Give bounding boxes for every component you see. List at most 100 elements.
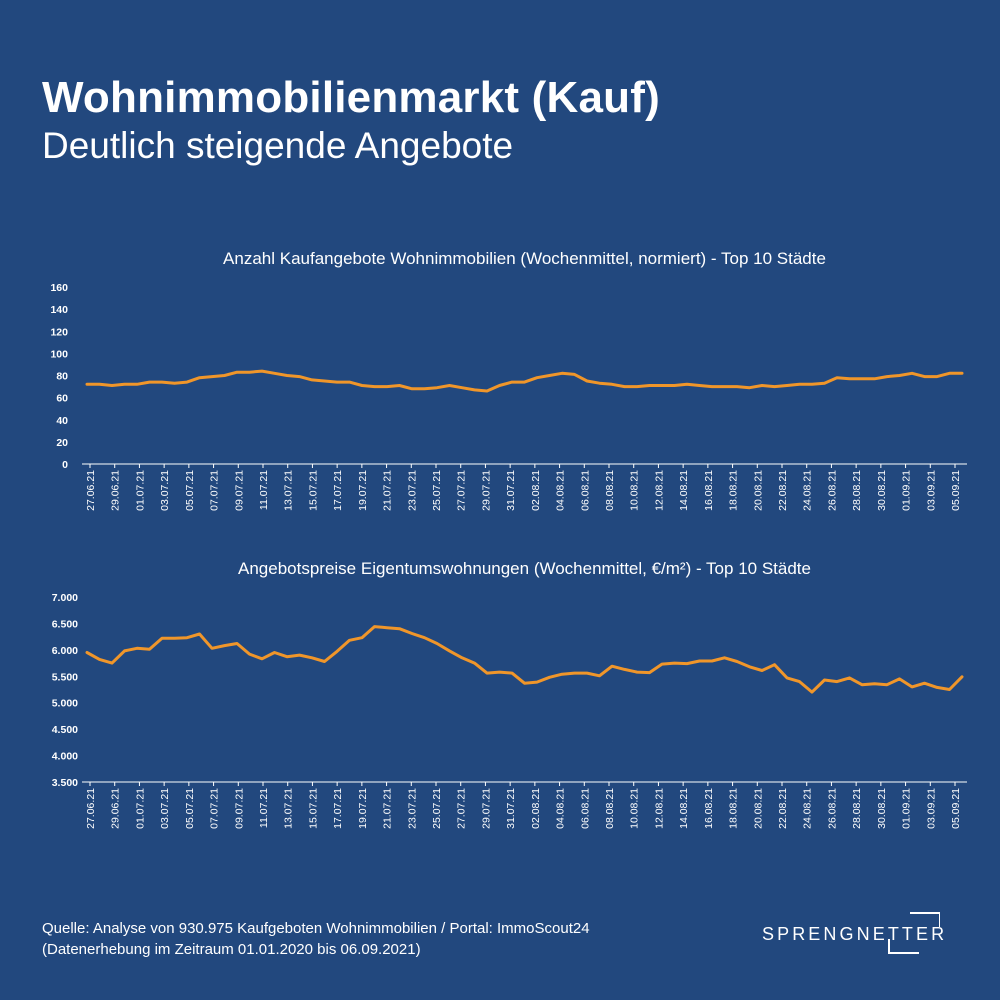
x-tick-label: 31.07.21 — [505, 470, 517, 511]
x-tick-label: 23.07.21 — [406, 470, 418, 511]
chart-title: Anzahl Kaufangebote Wohnimmobilien (Woch… — [223, 249, 826, 268]
x-tick-label: 07.07.21 — [209, 788, 221, 829]
x-tick-label: 01.07.21 — [134, 788, 146, 829]
x-tick-label: 12.08.21 — [653, 470, 665, 511]
x-tick-label: 22.08.21 — [777, 470, 789, 511]
x-tick-label: 02.08.21 — [530, 470, 542, 511]
y-tick-label: 5.000 — [52, 698, 78, 710]
x-tick-label: 17.07.21 — [332, 470, 344, 511]
x-tick-label: 06.08.21 — [579, 470, 591, 511]
x-tick-label: 10.08.21 — [629, 788, 641, 829]
x-tick-label: 20.08.21 — [752, 788, 764, 829]
x-tick-label: 29.06.21 — [110, 788, 122, 829]
x-tick-label: 03.07.21 — [159, 470, 171, 511]
page-subtitle: Deutlich steigende Angebote — [42, 125, 514, 166]
source-note: Quelle: Analyse von 930.975 Kaufgeboten … — [42, 918, 590, 960]
x-tick-label: 03.09.21 — [925, 470, 937, 511]
x-tick-label: 29.07.21 — [480, 788, 492, 829]
x-tick-label: 16.08.21 — [703, 788, 715, 829]
x-tick-label: 04.08.21 — [555, 470, 567, 511]
x-tick-label: 15.07.21 — [307, 788, 319, 829]
x-tick-label: 03.07.21 — [159, 788, 171, 829]
x-tick-label: 03.09.21 — [925, 788, 937, 829]
logo-text: SPRENGNETTER — [762, 924, 948, 944]
y-tick-label: 4.000 — [52, 751, 78, 763]
x-tick-label: 27.07.21 — [456, 470, 468, 511]
x-tick-label: 06.08.21 — [579, 788, 591, 829]
y-tick-label: 7.000 — [52, 592, 78, 604]
x-tick-label: 04.08.21 — [555, 788, 567, 829]
y-tick-label: 5.500 — [52, 671, 78, 683]
y-tick-label: 40 — [56, 415, 68, 427]
x-tick-label: 30.08.21 — [876, 470, 888, 511]
y-tick-label: 80 — [56, 371, 68, 383]
x-tick-label: 05.07.21 — [184, 788, 196, 829]
series-line — [85, 369, 964, 393]
x-tick-label: 20.08.21 — [752, 470, 764, 511]
y-tick-label: 20 — [56, 437, 68, 449]
y-tick-label: 0 — [62, 459, 68, 471]
x-tick-label: 09.07.21 — [233, 788, 245, 829]
y-tick-label: 120 — [50, 326, 68, 338]
chart-offer-count: Anzahl Kaufangebote Wohnimmobilien (Woch… — [50, 249, 967, 511]
x-tick-label: 27.07.21 — [456, 788, 468, 829]
x-tick-label: 21.07.21 — [382, 470, 394, 511]
x-tick-label: 22.08.21 — [777, 788, 789, 829]
x-tick-label: 26.08.21 — [826, 788, 838, 829]
page-title: Wohnimmobilienmarkt (Kauf) — [42, 73, 660, 122]
x-tick-label: 08.08.21 — [604, 788, 616, 829]
x-tick-label: 19.07.21 — [357, 788, 369, 829]
x-tick-label: 05.09.21 — [950, 788, 962, 829]
x-tick-label: 28.08.21 — [851, 470, 863, 511]
source-line-2: (Datenerhebung im Zeitraum 01.01.2020 bi… — [42, 941, 421, 958]
x-tick-label: 17.07.21 — [332, 788, 344, 829]
x-tick-label: 07.07.21 — [209, 470, 221, 511]
x-tick-label: 18.08.21 — [728, 470, 740, 511]
x-tick-label: 28.08.21 — [851, 788, 863, 829]
x-tick-label: 25.07.21 — [431, 788, 443, 829]
sprengnetter-logo: SPRENGNETTER — [762, 910, 944, 956]
y-tick-label: 140 — [50, 304, 68, 316]
x-tick-label: 25.07.21 — [431, 470, 443, 511]
x-tick-label: 02.08.21 — [530, 788, 542, 829]
y-tick-label: 60 — [56, 393, 68, 405]
x-tick-label: 01.09.21 — [901, 470, 913, 511]
x-tick-label: 16.08.21 — [703, 470, 715, 511]
x-tick-label: 01.07.21 — [134, 470, 146, 511]
x-tick-label: 24.08.21 — [802, 470, 814, 511]
y-tick-label: 3.500 — [52, 777, 78, 789]
bracket-logo-icon — [888, 912, 940, 954]
x-tick-label: 18.08.21 — [728, 788, 740, 829]
x-tick-label: 27.06.21 — [85, 470, 97, 511]
x-tick-label: 01.09.21 — [901, 788, 913, 829]
x-tick-label: 11.07.21 — [258, 470, 270, 510]
x-tick-label: 05.09.21 — [950, 470, 962, 511]
x-tick-label: 05.07.21 — [184, 470, 196, 511]
x-tick-label: 11.07.21 — [258, 788, 270, 828]
x-tick-label: 13.07.21 — [283, 470, 295, 511]
y-tick-label: 160 — [50, 282, 68, 294]
x-tick-label: 19.07.21 — [357, 470, 369, 511]
x-tick-label: 29.07.21 — [480, 470, 492, 511]
x-tick-label: 21.07.21 — [382, 788, 394, 829]
x-tick-label: 31.07.21 — [505, 788, 517, 829]
chart-offer-prices: Angebotspreise Eigentumswohnungen (Woche… — [52, 559, 967, 829]
x-tick-label: 14.08.21 — [678, 788, 690, 829]
x-tick-label: 12.08.21 — [653, 788, 665, 829]
y-tick-label: 6.500 — [52, 618, 78, 630]
chart-title: Angebotspreise Eigentumswohnungen (Woche… — [238, 559, 811, 578]
y-tick-label: 100 — [50, 348, 68, 360]
x-tick-label: 15.07.21 — [307, 470, 319, 511]
x-tick-label: 23.07.21 — [406, 788, 418, 829]
x-tick-label: 14.08.21 — [678, 470, 690, 511]
x-tick-label: 27.06.21 — [85, 788, 97, 829]
x-tick-label: 24.08.21 — [802, 788, 814, 829]
series-line — [85, 625, 964, 694]
x-tick-label: 09.07.21 — [233, 470, 245, 511]
x-tick-label: 29.06.21 — [110, 470, 122, 511]
x-tick-label: 10.08.21 — [629, 470, 641, 511]
x-tick-label: 13.07.21 — [283, 788, 295, 829]
x-tick-label: 30.08.21 — [876, 788, 888, 829]
x-tick-label: 08.08.21 — [604, 470, 616, 511]
source-line-1: Quelle: Analyse von 930.975 Kaufgeboten … — [42, 920, 590, 937]
